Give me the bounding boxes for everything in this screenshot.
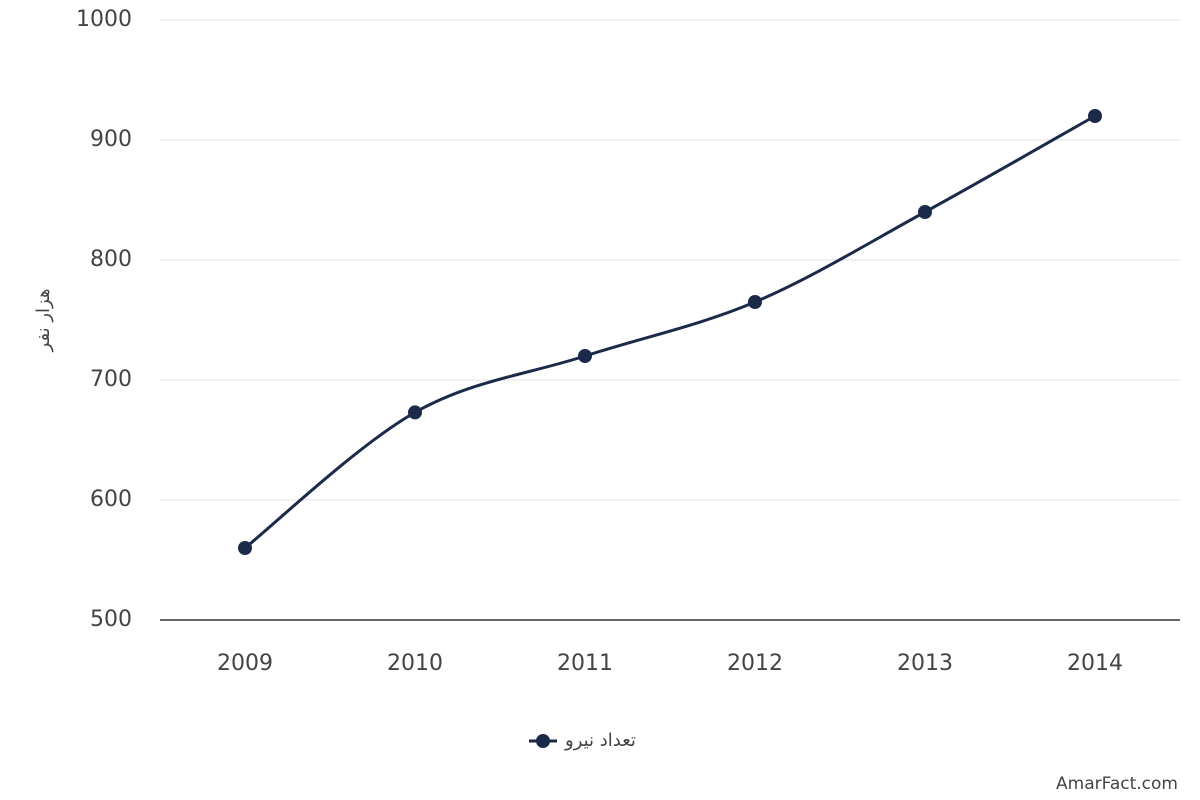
y-tick-label: 500	[90, 607, 132, 632]
line	[244, 114, 1096, 550]
x-tick-label: 2009	[217, 651, 273, 676]
x-tick-label: 2013	[897, 651, 953, 676]
y-axis-label: هزار نفر	[33, 289, 54, 353]
y-tick-label: 900	[90, 127, 132, 152]
point	[918, 205, 932, 219]
x-tick-label: 2010	[387, 651, 443, 676]
x-tick-label: 2012	[727, 651, 783, 676]
x-tick-label: 2011	[557, 651, 613, 676]
point	[1088, 109, 1102, 123]
point	[748, 295, 762, 309]
y-tick-label: 600	[90, 487, 132, 512]
credit: AmarFact.com	[1056, 774, 1178, 794]
point	[408, 405, 422, 420]
legend-marker	[536, 734, 550, 748]
legend-label: تعداد نیرو	[564, 730, 636, 751]
y-tick-label: 1000	[76, 7, 132, 32]
point	[238, 541, 252, 555]
point	[578, 349, 592, 363]
x-tick-label: 2014	[1067, 651, 1123, 676]
y-tick-label: 700	[90, 367, 132, 392]
y-tick-label: 800	[90, 247, 132, 272]
